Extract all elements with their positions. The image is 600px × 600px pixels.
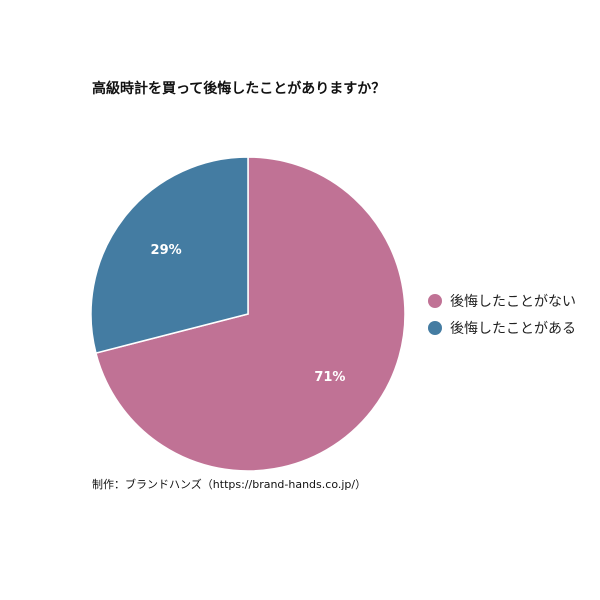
legend-item-no-regret: 後悔したことがない: [428, 291, 576, 311]
pie-labels: 71% 29%: [151, 243, 346, 385]
legend-label-no-regret: 後悔したことがない: [450, 294, 576, 310]
pie-slice-label-1: 29%: [151, 243, 182, 258]
pie-slice-1: [90, 156, 249, 354]
pie-slices: [90, 156, 406, 472]
pie-slice-0: [95, 156, 406, 472]
pie-slice-label-0: 71%: [314, 370, 345, 385]
legend: 後悔したことがない 後悔したことがある: [428, 291, 576, 338]
legend-item-regret: 後悔したことがある: [428, 318, 576, 338]
legend-swatch-no-regret: [428, 294, 442, 308]
legend-swatch-regret: [428, 321, 442, 335]
source-credit: 制作：ブランドハンズ（https://brand-hands.co.jp/）: [92, 478, 367, 491]
legend-label-regret: 後悔したことがある: [450, 321, 576, 337]
chart-title: 高級時計を買って後悔したことがありますか？: [92, 81, 386, 97]
